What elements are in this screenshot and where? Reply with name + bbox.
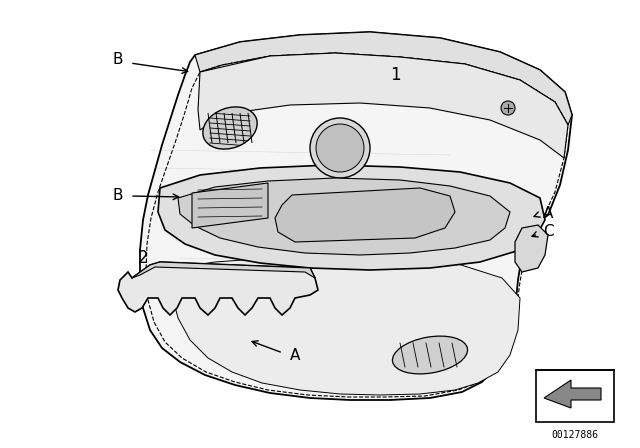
Text: C: C	[543, 224, 554, 240]
Polygon shape	[118, 262, 318, 315]
Circle shape	[501, 101, 515, 115]
Bar	[536, 370, 614, 422]
Polygon shape	[544, 380, 601, 408]
Polygon shape	[192, 183, 268, 228]
Polygon shape	[132, 262, 315, 278]
Circle shape	[316, 124, 364, 172]
Polygon shape	[515, 225, 548, 272]
Text: A: A	[290, 348, 300, 362]
Polygon shape	[195, 32, 572, 125]
Text: 2: 2	[138, 249, 148, 267]
Polygon shape	[158, 165, 545, 270]
Text: A: A	[543, 206, 553, 220]
Ellipse shape	[392, 336, 468, 374]
Polygon shape	[178, 178, 510, 255]
Text: B: B	[113, 52, 124, 68]
Polygon shape	[140, 32, 572, 400]
Polygon shape	[275, 188, 455, 242]
Circle shape	[310, 118, 370, 178]
Polygon shape	[198, 53, 568, 158]
Text: 1: 1	[390, 66, 401, 84]
Ellipse shape	[203, 107, 257, 149]
Polygon shape	[160, 256, 520, 395]
Text: 00127886: 00127886	[552, 430, 598, 440]
Text: B: B	[113, 188, 124, 202]
